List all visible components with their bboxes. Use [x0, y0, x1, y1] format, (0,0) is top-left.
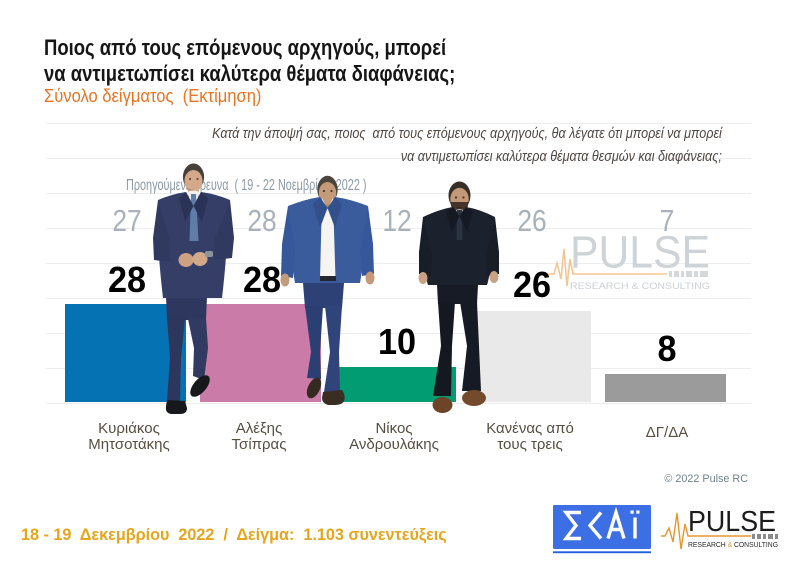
svg-text:RESEARCH & CONSULTING: RESEARCH & CONSULTING [688, 540, 778, 549]
svg-text:PULSE: PULSE [570, 227, 710, 278]
svg-text:RESEARCH & CONSULTING: RESEARCH & CONSULTING [570, 281, 710, 291]
svg-text:PULSE: PULSE [688, 506, 776, 538]
